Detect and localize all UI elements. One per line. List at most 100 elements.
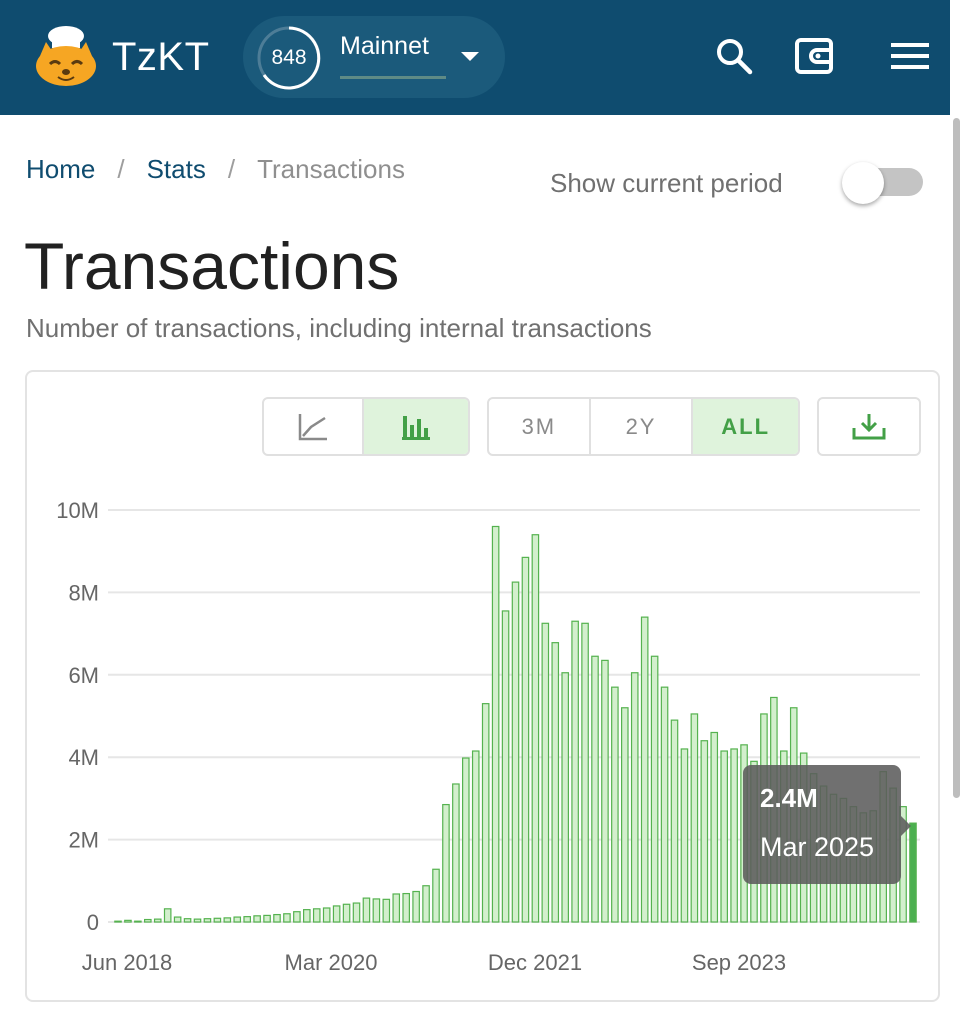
chart-type-toggle <box>262 397 470 456</box>
range-all-button[interactable]: ALL <box>693 399 798 454</box>
bar-apr-2022[interactable] <box>561 672 569 923</box>
bar-dec-2019[interactable] <box>283 913 291 923</box>
bar-aug-2019[interactable] <box>243 916 251 923</box>
tooltip-date: Mar 2025 <box>760 832 875 862</box>
bar-jul-2022[interactable] <box>591 655 599 923</box>
wallet-icon[interactable] <box>793 34 837 78</box>
range-3m-button[interactable]: 3M <box>489 399 591 454</box>
bar-sep-2018[interactable] <box>134 920 142 923</box>
bar-apr-2019[interactable] <box>203 918 212 923</box>
bar-sep-2021[interactable] <box>491 525 500 923</box>
bar-chart-button[interactable] <box>364 399 468 454</box>
bar-nov-2021[interactable] <box>511 581 520 923</box>
bar-apr-2023[interactable] <box>680 748 689 923</box>
bar-feb-2023[interactable] <box>660 686 669 923</box>
bar-jul-2023[interactable] <box>710 731 719 923</box>
bar-jul-2018[interactable] <box>114 920 122 923</box>
breadcrumb-stats[interactable]: Stats <box>146 154 206 184</box>
bar-may-2019[interactable] <box>213 917 222 923</box>
bar-may-2020[interactable] <box>332 905 341 923</box>
bar-sep-2022[interactable] <box>611 686 619 923</box>
bar-jul-2020[interactable] <box>352 902 361 923</box>
y-tick-label: 6M <box>68 663 99 688</box>
bar-nov-2022[interactable] <box>630 672 639 923</box>
bar-jul-2019[interactable] <box>233 916 242 923</box>
line-chart-button[interactable] <box>264 399 365 454</box>
bar-feb-2019[interactable] <box>183 918 192 923</box>
bar-aug-2020[interactable] <box>362 897 371 923</box>
y-tick-label: 4M <box>68 745 99 770</box>
chart-tooltip: 2.4M Mar 2025 <box>743 765 901 884</box>
level-progress-ring <box>257 26 321 90</box>
bar-sep-2023[interactable] <box>730 748 738 923</box>
breadcrumb-current: Transactions <box>257 154 405 184</box>
bar-dec-2020[interactable] <box>402 892 410 923</box>
bar-feb-2021[interactable] <box>422 885 430 923</box>
download-button[interactable] <box>819 399 919 454</box>
bar-jun-2021[interactable] <box>462 757 470 923</box>
bar-aug-2021[interactable] <box>481 703 490 923</box>
network-name: Mainnet <box>340 32 429 60</box>
bar-apr-2020[interactable] <box>322 907 331 923</box>
bar-jan-2021[interactable] <box>412 890 420 923</box>
x-tick-label: Mar 2020 <box>285 950 378 975</box>
bar-jan-2023[interactable] <box>650 655 659 923</box>
tooltip-value: 2.4M <box>760 783 818 813</box>
scrollbar-thumb[interactable] <box>953 118 960 798</box>
breadcrumb-home[interactable]: Home <box>26 154 96 184</box>
line-chart-icon <box>298 413 328 440</box>
bar-jun-2020[interactable] <box>342 903 351 923</box>
bar-nov-2019[interactable] <box>273 913 281 923</box>
search-icon[interactable] <box>712 34 756 78</box>
bar-aug-2022[interactable] <box>601 659 609 923</box>
download-button-group <box>817 397 921 456</box>
bar-mar-2025[interactable] <box>909 822 917 923</box>
bar-jun-2022[interactable] <box>581 622 589 923</box>
bar-may-2023[interactable] <box>690 713 699 923</box>
bar-sep-2020[interactable] <box>372 898 381 923</box>
bar-jan-2020[interactable] <box>293 911 301 923</box>
x-tick-label: Jun 2018 <box>82 950 173 975</box>
bar-oct-2020[interactable] <box>382 898 391 923</box>
toggle-knob[interactable] <box>842 162 884 204</box>
tooltip-arrow <box>901 816 911 836</box>
bar-jan-2022[interactable] <box>531 534 540 923</box>
bar-jun-2019[interactable] <box>223 917 232 923</box>
bar-jan-2019[interactable] <box>173 916 182 923</box>
bar-mar-2019[interactable] <box>193 918 202 923</box>
breadcrumb-separator: / <box>117 154 125 184</box>
bar-feb-2022[interactable] <box>541 622 550 923</box>
bar-dec-2022[interactable] <box>640 616 649 923</box>
bar-jul-2021[interactable] <box>471 750 480 923</box>
bar-oct-2019[interactable] <box>263 914 271 923</box>
bar-feb-2020[interactable] <box>303 909 311 923</box>
chef-cat-logo[interactable] <box>32 24 100 88</box>
bar-oct-2021[interactable] <box>501 610 510 923</box>
hamburger-menu-icon[interactable] <box>888 34 932 78</box>
bar-sep-2019[interactable] <box>253 915 261 923</box>
bar-nov-2020[interactable] <box>392 893 401 923</box>
bar-mar-2022[interactable] <box>551 642 560 923</box>
bar-mar-2021[interactable] <box>432 868 440 923</box>
bar-oct-2018[interactable] <box>144 918 152 923</box>
bar-may-2021[interactable] <box>452 783 460 923</box>
bar-mar-2020[interactable] <box>312 908 321 923</box>
bar-aug-2023[interactable] <box>720 750 728 923</box>
bar-jun-2023[interactable] <box>700 740 709 923</box>
bar-mar-2023[interactable] <box>670 719 679 923</box>
x-tick-label: Sep 2023 <box>692 950 786 975</box>
top-navbar: TzKT 848 Mainnet <box>0 0 950 115</box>
bar-dec-2021[interactable] <box>521 556 530 923</box>
transactions-bar-chart[interactable]: 0 2M 4M 6M 8M 10M Jun 2018 Mar 2020 Dec 2021 Sep … <box>25 480 940 990</box>
bar-aug-2018[interactable] <box>124 919 132 923</box>
network-selector[interactable]: 848 Mainnet <box>243 16 505 98</box>
breadcrumb: Home / Stats / Transactions <box>26 154 405 185</box>
bar-oct-2022[interactable] <box>621 707 629 923</box>
y-tick-label: 2M <box>68 828 99 853</box>
bar-apr-2021[interactable] <box>442 803 450 923</box>
bar-nov-2018[interactable] <box>153 918 162 923</box>
brand-name[interactable]: TzKT <box>112 35 210 79</box>
bar-dec-2018[interactable] <box>163 908 172 923</box>
bar-may-2022[interactable] <box>571 620 579 923</box>
range-2y-button[interactable]: 2Y <box>591 399 694 454</box>
